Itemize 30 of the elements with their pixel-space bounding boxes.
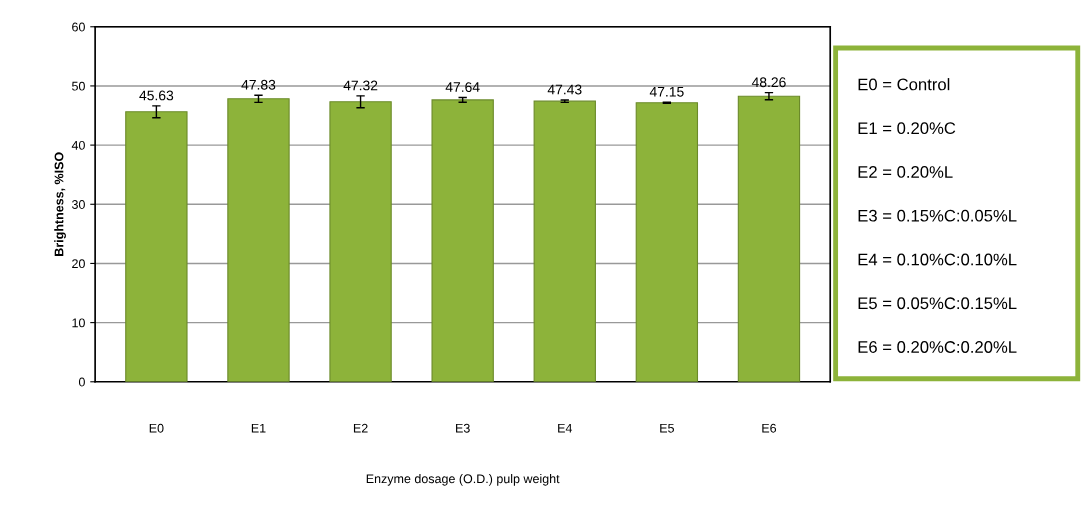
data-label: 47.32 [343,80,378,91]
x-axis-title: Enzyme dosage (O.D.) pulp weight [366,473,560,486]
y-axis-title: Brightness, %ISO [54,152,66,256]
text: E1 = 0.20%C [858,122,956,135]
text: E6 = 0.20%C:0.20%L [858,341,1017,353]
y-tick-label: 0 [78,377,85,387]
x-tick-label: E4 [558,423,573,433]
data-label: 47.83 [241,79,276,90]
x-tick-label: E5 [660,423,674,433]
text: E3 = 0.15%C:0.05%L [858,209,1017,222]
text: E4 = 0.10%C:0.10%L [858,253,1017,266]
data-label: 47.43 [547,84,582,95]
x-tick-label: E0 [149,423,164,433]
y-tick-label: 40 [71,140,85,150]
data-label: 47.15 [649,86,684,97]
x-tick-label: E6 [762,423,777,433]
data-label: 48.26 [751,77,786,88]
y-tick-label: 60 [72,22,85,32]
data-label: 47.64 [445,82,480,93]
text: E2 = 0.20%L [858,166,953,178]
y-tick-label: 50 [72,81,85,91]
data-label: 45.63 [139,90,174,101]
text: E5 = 0.05%C:0.15%L [858,297,1017,310]
text: E0 = Control [858,78,950,91]
x-tick-label: E3 [456,423,470,433]
x-tick-label: E1 [251,423,266,433]
y-tick-label: 30 [71,200,85,209]
y-tick-label: 20 [72,259,85,269]
y-tick-label: 10 [72,318,85,328]
x-tick-label: E2 [353,423,368,433]
